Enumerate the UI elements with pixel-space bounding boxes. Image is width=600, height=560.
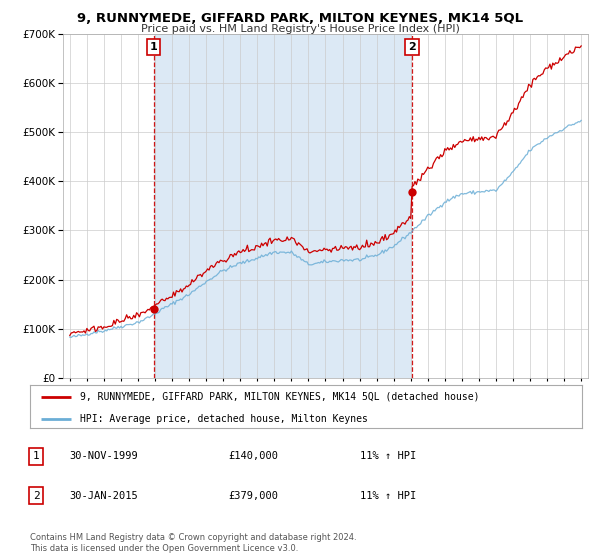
Bar — [154, 34, 412, 378]
Text: £140,000: £140,000 — [228, 451, 278, 461]
Text: This data is licensed under the Open Government Licence v3.0.: This data is licensed under the Open Gov… — [30, 544, 298, 553]
Text: 30-NOV-1999: 30-NOV-1999 — [69, 451, 138, 461]
Text: 9, RUNNYMEDE, GIFFARD PARK, MILTON KEYNES, MK14 5QL: 9, RUNNYMEDE, GIFFARD PARK, MILTON KEYNE… — [77, 12, 523, 25]
Text: Contains HM Land Registry data © Crown copyright and database right 2024.: Contains HM Land Registry data © Crown c… — [30, 533, 356, 542]
Text: 9, RUNNYMEDE, GIFFARD PARK, MILTON KEYNES, MK14 5QL (detached house): 9, RUNNYMEDE, GIFFARD PARK, MILTON KEYNE… — [80, 391, 479, 402]
Text: £379,000: £379,000 — [228, 491, 278, 501]
Text: 1: 1 — [32, 451, 40, 461]
Text: 1: 1 — [150, 42, 158, 52]
Text: 30-JAN-2015: 30-JAN-2015 — [69, 491, 138, 501]
Text: 2: 2 — [32, 491, 40, 501]
Text: Price paid vs. HM Land Registry's House Price Index (HPI): Price paid vs. HM Land Registry's House … — [140, 24, 460, 34]
Text: HPI: Average price, detached house, Milton Keynes: HPI: Average price, detached house, Milt… — [80, 414, 368, 424]
Text: 2: 2 — [408, 42, 416, 52]
Text: 11% ↑ HPI: 11% ↑ HPI — [360, 491, 416, 501]
Text: 11% ↑ HPI: 11% ↑ HPI — [360, 451, 416, 461]
